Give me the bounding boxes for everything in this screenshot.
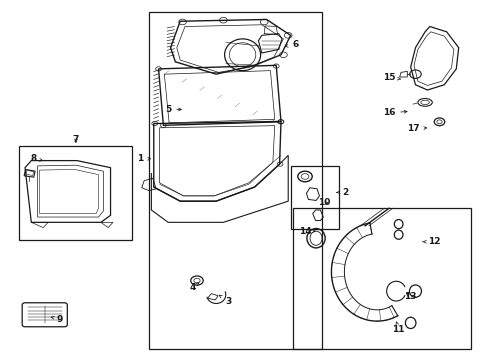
Text: 11: 11 [392, 322, 405, 334]
Text: 4: 4 [190, 283, 199, 292]
Text: 8: 8 [30, 154, 43, 163]
Bar [291, 166, 339, 229]
Text: 5: 5 [165, 105, 181, 114]
Text: 13: 13 [404, 292, 417, 301]
Text: 1: 1 [137, 154, 150, 163]
Text: 12: 12 [423, 237, 441, 246]
Text: 17: 17 [407, 124, 427, 133]
Bar [19, 147, 132, 240]
Text: 2: 2 [337, 188, 349, 197]
Text: 14: 14 [299, 227, 315, 236]
Text: 15: 15 [383, 73, 401, 82]
Text: 9: 9 [51, 315, 63, 324]
Bar [293, 208, 471, 349]
Text: 3: 3 [220, 295, 231, 306]
Text: 10: 10 [318, 198, 330, 207]
Bar [149, 13, 322, 349]
Text: 7: 7 [73, 135, 79, 144]
Text: 16: 16 [383, 108, 407, 117]
Text: 6: 6 [285, 40, 298, 49]
